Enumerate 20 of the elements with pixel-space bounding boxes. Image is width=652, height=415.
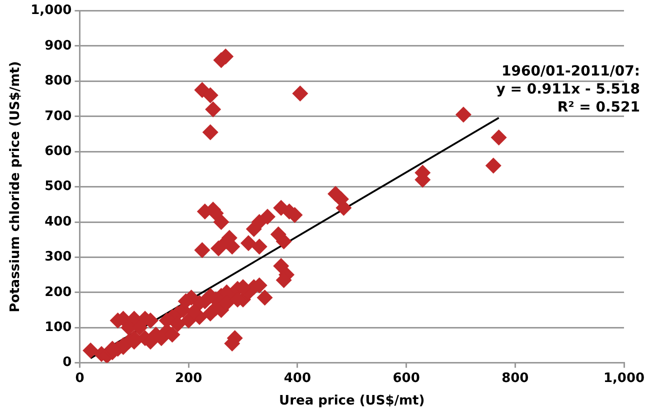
y-tick-label: 700 (44, 108, 72, 124)
x-axis-title: Urea price (US$/mt) (279, 394, 425, 409)
y-tick-label: 100 (44, 320, 72, 335)
y-tick-label: 500 (44, 179, 72, 194)
y-tick-label: 200 (44, 284, 72, 300)
x-tick-label: 400 (284, 370, 311, 386)
x-tick-label: 200 (175, 370, 202, 386)
y-tick-label: 300 (44, 250, 72, 265)
x-tick-label: 0 (75, 370, 84, 386)
y-axis-title: Potassium chloride price (US$/mt) (8, 61, 24, 312)
y-tick-label: 1,000 (30, 3, 72, 18)
x-tick-label: 1,000 (603, 370, 645, 386)
x-tick-label: 600 (392, 370, 420, 386)
annotation: 1960/01-2011/07: y = 0.911x - 5.518 R² = 0.521 (496, 63, 640, 116)
x-tick-label: 800 (502, 370, 529, 386)
y-tick-label: 900 (44, 38, 72, 54)
y-tick-label: 0 (62, 355, 72, 370)
y-tick-label: 800 (44, 74, 72, 89)
y-tick-label: 600 (44, 144, 72, 159)
y-tick-label: 400 (44, 214, 72, 230)
